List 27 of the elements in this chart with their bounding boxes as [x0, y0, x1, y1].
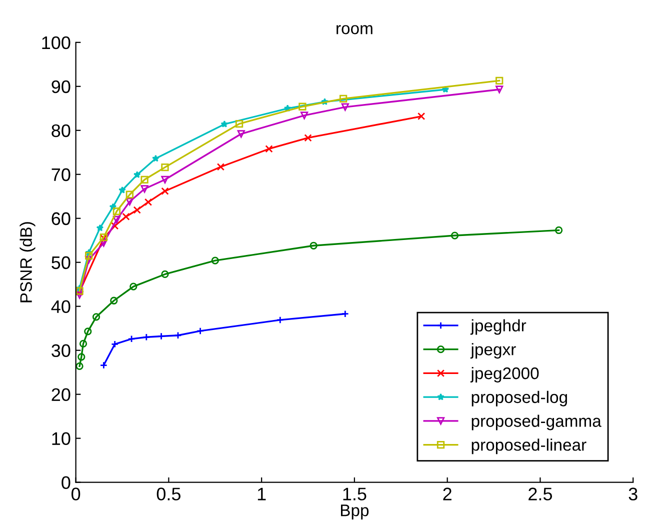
- y-tick-label: 10: [52, 432, 70, 446]
- legend-label: jpeg2000: [470, 366, 539, 382]
- y-tick-label: 60: [52, 212, 70, 226]
- legend-label: proposed-gamma: [472, 414, 602, 430]
- x-axis-title: Bpp: [340, 504, 369, 520]
- y-tick-label: 20: [52, 388, 70, 402]
- y-tick-label: 90: [52, 80, 70, 94]
- y-tick-label: 70: [52, 168, 70, 182]
- y-tick-label: 80: [52, 124, 70, 138]
- y-tick-label: 30: [52, 344, 70, 358]
- x-tick-label: 0: [72, 488, 80, 500]
- x-tick-label: 2: [443, 488, 452, 500]
- y-tick-label: 0: [62, 476, 70, 490]
- y-tick-label: 40: [51, 300, 70, 314]
- legend-label: proposed-log: [472, 390, 567, 406]
- x-tick-label: 0.5: [156, 488, 180, 500]
- y-tick-label: 100: [42, 36, 70, 50]
- legend-label: jpeghdr: [470, 319, 526, 335]
- x-tick-label: 1: [258, 488, 266, 500]
- x-tick-label: 1.5: [343, 488, 366, 500]
- chart-title: room: [336, 25, 372, 34]
- legend-label: jpegxr: [470, 343, 516, 359]
- x-tick-label: 3: [628, 488, 638, 500]
- legend-label: proposed-linear: [472, 438, 586, 454]
- x-tick-label: 2.5: [528, 488, 552, 500]
- y-tick-label: 50: [52, 256, 70, 270]
- y-axis-title: PSNR (dB): [20, 222, 36, 302]
